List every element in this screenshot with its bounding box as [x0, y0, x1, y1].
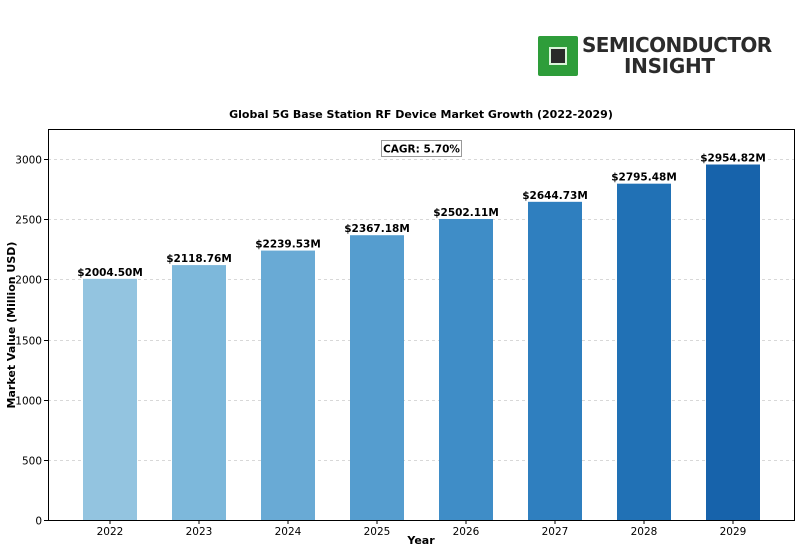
x-tick-label: 2022	[97, 526, 124, 538]
x-tick-label: 2029	[720, 526, 747, 538]
y-tick-label: 2000	[15, 275, 42, 287]
x-tick-label: 2023	[186, 526, 213, 538]
y-tick-label: 1500	[15, 336, 42, 348]
bar-2024	[261, 250, 315, 520]
y-tick-label: 500	[22, 456, 42, 468]
data-label-2028: $2795.48M	[611, 172, 677, 184]
data-label-2026: $2502.11M	[433, 207, 499, 219]
x-axis-label: Year	[406, 534, 435, 547]
data-label-2029: $2954.82M	[700, 153, 766, 165]
chip-icon	[538, 36, 578, 76]
bar-2022	[83, 278, 137, 520]
data-label-2025: $2367.18M	[344, 223, 410, 235]
bar-2027	[528, 201, 582, 520]
y-tick-label: 1000	[15, 396, 42, 408]
bar-2025	[350, 235, 404, 521]
x-tick-label: 2024	[275, 526, 302, 538]
y-tick-label: 3000	[15, 155, 42, 167]
x-tick-label: 2026	[453, 526, 480, 538]
cagr-annotation-text: CAGR: 5.70%	[383, 144, 460, 156]
y-axis-label: Market Value (Million USD)	[5, 242, 18, 409]
bar-2028	[617, 183, 671, 520]
bar-2023	[172, 265, 226, 520]
bar-2026	[439, 218, 493, 520]
data-label-2022: $2004.50M	[77, 267, 143, 279]
x-tick-label: 2027	[542, 526, 569, 538]
cagr-annotation: CAGR: 5.70%	[381, 140, 462, 157]
plot-frame	[48, 129, 795, 521]
x-tick-label: 2028	[631, 526, 658, 538]
semiconductor-insight-logo: SEMICONDUCTOR INSIGHT	[538, 33, 778, 80]
chart-title: Global 5G Base Station RF Device Market …	[229, 108, 613, 121]
data-label-2023: $2118.76M	[166, 253, 232, 265]
x-tick-label: 2025	[364, 526, 391, 538]
bar-2029	[706, 164, 760, 520]
y-tick-label: 0	[35, 516, 42, 528]
logo-line1: SEMICONDUCTOR	[582, 33, 772, 57]
y-tick-label: 2500	[15, 215, 42, 227]
data-label-2027: $2644.73M	[522, 190, 588, 202]
data-label-2024: $2239.53M	[255, 239, 321, 251]
logo-line2: INSIGHT	[624, 54, 715, 78]
